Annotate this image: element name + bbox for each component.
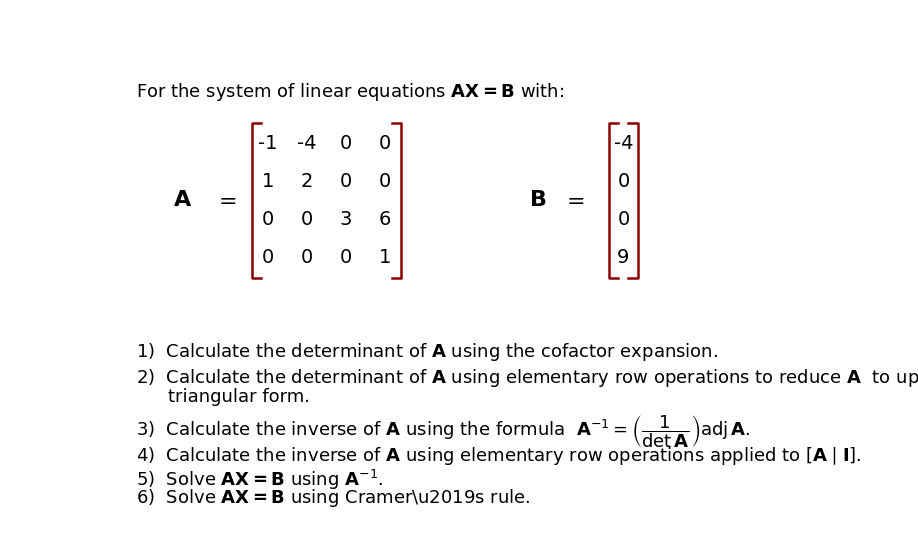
Text: 2: 2 bbox=[301, 172, 313, 191]
Text: 1)  Calculate the determinant of $\mathbf{A}$ using the cofactor expansion.: 1) Calculate the determinant of $\mathbf… bbox=[136, 341, 718, 363]
Text: 1: 1 bbox=[379, 248, 391, 268]
Text: 3: 3 bbox=[340, 210, 353, 229]
Text: 6)  Solve $\mathbf{AX=B}$ using Cramer\u2019s rule.: 6) Solve $\mathbf{AX=B}$ using Cramer\u2… bbox=[136, 487, 531, 509]
Text: 0: 0 bbox=[301, 210, 313, 229]
Text: triangular form.: triangular form. bbox=[168, 388, 310, 406]
Text: -4: -4 bbox=[297, 133, 317, 153]
Text: 6: 6 bbox=[379, 210, 391, 229]
Text: 0: 0 bbox=[340, 172, 353, 191]
Text: 0: 0 bbox=[262, 210, 274, 229]
Text: 0: 0 bbox=[340, 133, 353, 153]
Text: 5)  Solve $\mathbf{AX=B}$ using $\mathbf{A}^{-1}$.: 5) Solve $\mathbf{AX=B}$ using $\mathbf{… bbox=[136, 467, 384, 492]
Text: $=$: $=$ bbox=[214, 190, 236, 211]
Text: 3)  Calculate the inverse of $\mathbf{A}$ using the formula  $\mathbf{A}^{-1}=\l: 3) Calculate the inverse of $\mathbf{A}$… bbox=[136, 414, 751, 450]
Text: 0: 0 bbox=[617, 172, 630, 191]
Text: -4: -4 bbox=[614, 133, 633, 153]
Text: For the system of linear equations $\mathbf{AX=B}$ with:: For the system of linear equations $\mat… bbox=[136, 81, 565, 103]
Text: 0: 0 bbox=[301, 248, 313, 268]
Text: -1: -1 bbox=[258, 133, 277, 153]
Text: 0: 0 bbox=[617, 210, 630, 229]
Text: 0: 0 bbox=[262, 248, 274, 268]
Text: 0: 0 bbox=[379, 133, 391, 153]
Text: 2)  Calculate the determinant of $\mathbf{A}$ using elementary row operations to: 2) Calculate the determinant of $\mathbf… bbox=[136, 367, 918, 389]
Text: $\mathbf{A}$: $\mathbf{A}$ bbox=[173, 190, 192, 211]
Text: $=$: $=$ bbox=[563, 190, 585, 211]
Text: 9: 9 bbox=[617, 248, 630, 268]
Text: 1: 1 bbox=[262, 172, 274, 191]
Text: 0: 0 bbox=[340, 248, 353, 268]
Text: 4)  Calculate the inverse of $\mathbf{A}$ using elementary row operations applie: 4) Calculate the inverse of $\mathbf{A}$… bbox=[136, 445, 862, 467]
Text: $\mathbf{B}$: $\mathbf{B}$ bbox=[530, 190, 547, 211]
Text: 0: 0 bbox=[379, 172, 391, 191]
